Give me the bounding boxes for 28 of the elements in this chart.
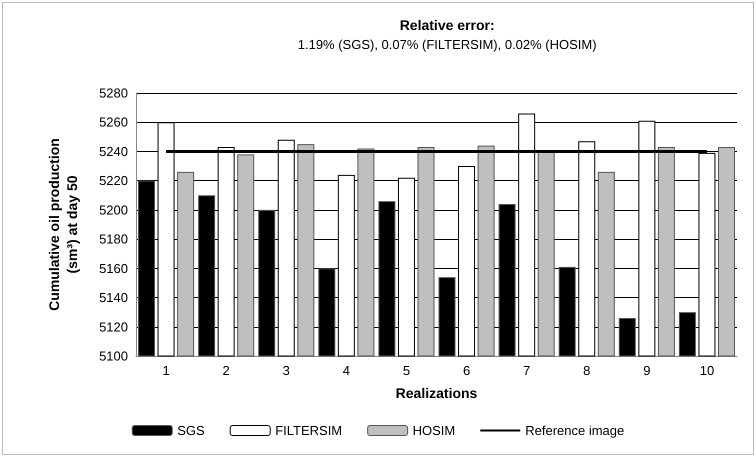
- y-tick-label: 5180: [99, 232, 128, 247]
- y-tick-label: 5220: [99, 173, 128, 188]
- x-tick-label: 8: [583, 363, 590, 378]
- x-tick-label: 10: [700, 363, 714, 378]
- x-tick-label: 3: [282, 363, 290, 378]
- x-tick-label: 9: [643, 363, 650, 378]
- x-tick-label: 5: [402, 363, 410, 378]
- chart-subtitle: 1.19% (SGS), 0.07% (FILTERSIM), 0.02% (HOSIM): [298, 37, 597, 52]
- y-tick-label: 5200: [99, 202, 128, 218]
- x-tick-label: 1: [162, 363, 170, 378]
- y-axis-title: Cumulative oil production (sm³) at day 50: [46, 138, 80, 311]
- legend-label: Reference image: [525, 423, 624, 438]
- x-tick-label: 4: [342, 363, 350, 378]
- y-tick-label: 5240: [99, 144, 128, 159]
- y-tick-label: 5120: [99, 319, 128, 334]
- legend-label: FILTERSIM: [275, 423, 342, 438]
- x-tick-label: 6: [462, 363, 470, 378]
- x-axis-title: Realizations: [396, 385, 478, 401]
- y-tick-label: 5160: [99, 260, 128, 276]
- chart-title: Relative error:: [400, 17, 495, 33]
- y-tick-label: 5100: [99, 348, 128, 364]
- y-tick-label: 5140: [99, 290, 128, 306]
- y-tick-label: 5280: [99, 86, 128, 100]
- x-tick-label: 7: [523, 363, 530, 378]
- legend-label: SGS: [177, 423, 206, 438]
- x-tick-label: 2: [222, 363, 230, 378]
- y-tick-label: 5260: [99, 114, 128, 130]
- legend-label: HOSIM: [412, 423, 456, 438]
